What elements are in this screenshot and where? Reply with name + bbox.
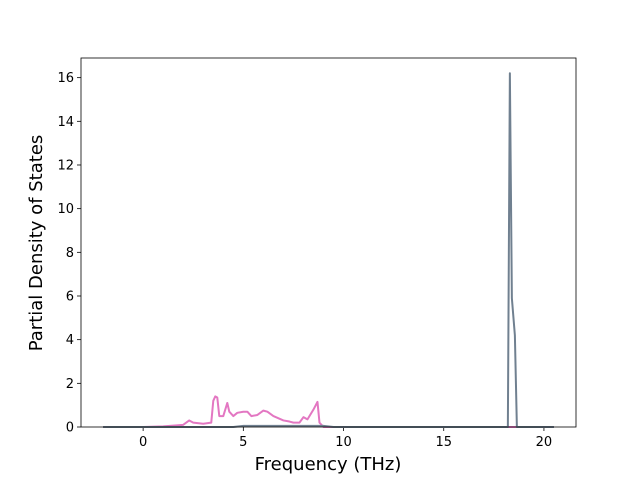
y-tick-label: 4 bbox=[66, 333, 74, 348]
x-tick-label: 15 bbox=[435, 435, 452, 450]
y-tick-label: 10 bbox=[57, 202, 74, 217]
x-tick-label: 20 bbox=[536, 435, 553, 450]
y-axis-label: Partial Density of States bbox=[26, 135, 47, 352]
x-tick-label: 0 bbox=[139, 435, 147, 450]
y-tick-label: 8 bbox=[66, 246, 74, 261]
series-line bbox=[103, 72, 554, 428]
y-tick-label: 2 bbox=[66, 377, 74, 392]
y-tick-label: 16 bbox=[57, 71, 74, 86]
y-tick-label: 6 bbox=[66, 289, 74, 304]
series-line bbox=[103, 395, 554, 428]
y-tick-label: 14 bbox=[57, 115, 74, 130]
plot-frame bbox=[80, 57, 577, 428]
x-tick-label: 5 bbox=[239, 435, 247, 450]
x-axis-label: Frequency (THz) bbox=[255, 454, 402, 475]
y-tick-label: 0 bbox=[66, 421, 74, 436]
x-tick-label: 10 bbox=[335, 435, 352, 450]
y-tick-label: 12 bbox=[57, 158, 74, 173]
